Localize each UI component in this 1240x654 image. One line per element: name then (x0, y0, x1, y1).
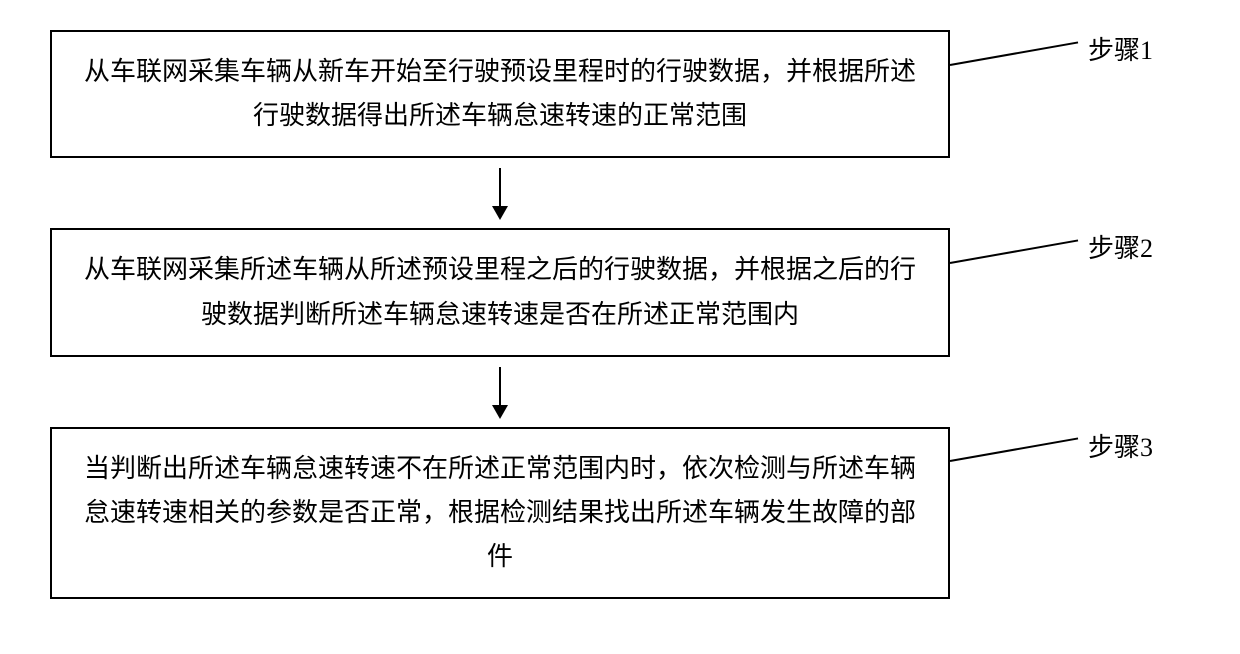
step-row-3: 当判断出所述车辆怠速转速不在所述正常范围内时，依次检测与所述车辆怠速转速相关的参… (50, 427, 1190, 600)
step-2-box: 从车联网采集所述车辆从所述预设里程之后的行驶数据，并根据之后的行驶数据判断所述车… (50, 228, 950, 356)
arrow-2-head (492, 405, 508, 419)
arrow-1-head (492, 206, 508, 220)
arrow-1-line (499, 168, 501, 218)
step-3-label: 步骤3 (1088, 427, 1153, 464)
step-1-label: 步骤1 (1088, 30, 1153, 67)
step-3-text: 当判断出所述车辆怠速转速不在所述正常范围内时，依次检测与所述车辆怠速转速相关的参… (80, 447, 920, 580)
step-3-box: 当判断出所述车辆怠速转速不在所述正常范围内时，依次检测与所述车辆怠速转速相关的参… (50, 427, 950, 600)
step-2-label: 步骤2 (1088, 228, 1153, 265)
step-1-box: 从车联网采集车辆从新车开始至行驶预设里程时的行驶数据，并根据所述行驶数据得出所述… (50, 30, 950, 158)
step-row-1: 从车联网采集车辆从新车开始至行驶预设里程时的行驶数据，并根据所述行驶数据得出所述… (50, 30, 1190, 158)
flowchart-container: 从车联网采集车辆从新车开始至行驶预设里程时的行驶数据，并根据所述行驶数据得出所述… (50, 30, 1190, 599)
step-3-label-wrap: 步骤3 (950, 433, 1145, 470)
step-1-connector (950, 41, 1078, 66)
step-3-connector (950, 438, 1078, 463)
step-1-label-wrap: 步骤1 (950, 36, 1145, 73)
step-1-text: 从车联网采集车辆从新车开始至行驶预设里程时的行驶数据，并根据所述行驶数据得出所述… (80, 50, 920, 138)
arrow-1-to-2 (50, 158, 950, 228)
step-row-2: 从车联网采集所述车辆从所述预设里程之后的行驶数据，并根据之后的行驶数据判断所述车… (50, 228, 1190, 356)
step-2-label-wrap: 步骤2 (950, 234, 1145, 271)
step-2-connector (950, 239, 1078, 264)
arrow-2-line (499, 367, 501, 417)
arrow-2-to-3 (50, 357, 950, 427)
step-2-text: 从车联网采集所述车辆从所述预设里程之后的行驶数据，并根据之后的行驶数据判断所述车… (80, 248, 920, 336)
